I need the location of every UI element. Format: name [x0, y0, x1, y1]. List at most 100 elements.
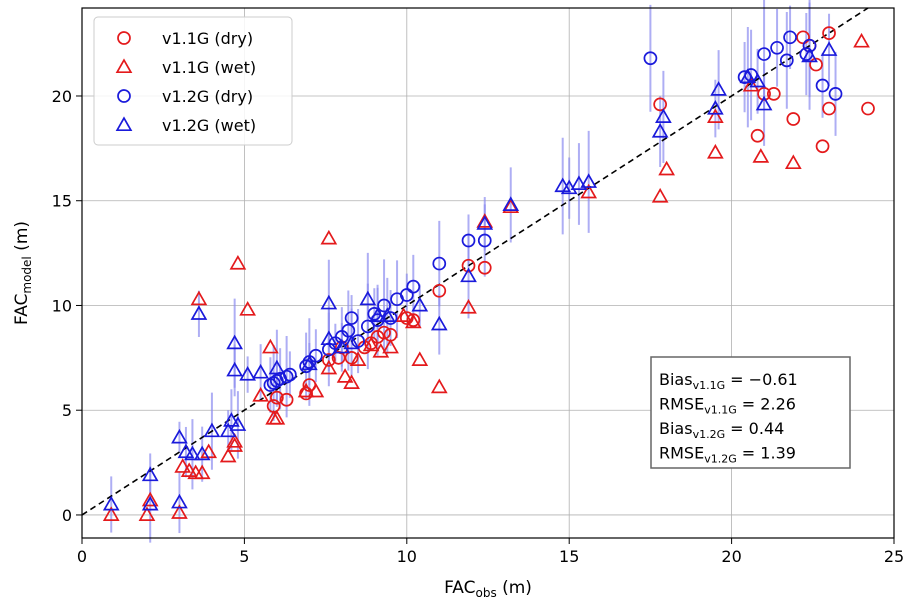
y-tick-label: 10	[52, 296, 72, 315]
point-v1-2g-wet	[580, 173, 598, 188]
point-v1-1g-dry	[477, 260, 492, 275]
point-v1-1g-wet	[307, 382, 325, 398]
point-v1-2g-wet	[190, 305, 208, 320]
legend-marker-v1-2g-wet	[115, 116, 133, 132]
point-v1-1g-wet	[262, 338, 279, 354]
point-v1-2g-dry	[783, 30, 797, 45]
point-v1-1g-wet	[382, 338, 399, 354]
point-v1-2g-wet	[655, 108, 672, 123]
point-v1-1g-dry	[822, 101, 836, 116]
point-v1-1g-wet	[320, 359, 338, 375]
point-v1-1g-wet	[411, 351, 429, 366]
point-v1-2g-dry	[341, 323, 356, 338]
point-v1-1g-dry	[796, 30, 810, 45]
point-v1-1g-wet	[268, 409, 286, 425]
point-v1-2g-wet	[651, 122, 669, 138]
point-v1-2g-wet	[706, 99, 724, 115]
point-v1-1g-wet	[252, 386, 270, 402]
point-v1-1g-dry	[461, 258, 476, 273]
point-v1-2g-dry	[309, 348, 323, 363]
x-tick-label: 15	[559, 547, 579, 566]
y-tick-label: 0	[62, 506, 72, 525]
x-tick-label: 10	[397, 547, 417, 566]
x-tick-label: 5	[239, 547, 249, 566]
point-v1-2g-wet	[460, 267, 477, 283]
y-axis-label: FACmodel (m)	[12, 221, 34, 325]
point-v1-2g-wet	[226, 361, 244, 377]
point-v1-2g-dry	[477, 233, 492, 248]
point-v1-1g-wet	[141, 491, 159, 507]
stat-line: Biasv1.2G = 0.44	[659, 419, 784, 441]
point-v1-2g-wet	[141, 495, 159, 511]
stat-line: RMSEv1.2G = 1.39	[659, 444, 796, 466]
point-v1-1g-dry	[377, 325, 391, 340]
point-v1-1g-wet	[297, 382, 315, 398]
point-v1-2g-dry	[399, 288, 414, 302]
point-v1-2g-wet	[359, 290, 377, 306]
point-v1-2g-dry	[815, 78, 830, 93]
point-v1-2g-wet	[343, 334, 360, 350]
point-v1-1g-wet	[362, 336, 380, 352]
point-v1-1g-wet	[658, 160, 676, 176]
point-v1-1g-dry	[757, 87, 771, 101]
point-v1-2g-dry	[279, 369, 294, 384]
point-v1-1g-wet	[706, 108, 724, 123]
point-v1-1g-dry	[432, 283, 447, 298]
point-v1-1g-wet	[853, 32, 870, 48]
point-v1-2g-dry	[360, 319, 375, 334]
point-v1-2g-wet	[223, 412, 240, 427]
point-v1-2g-wet	[411, 296, 429, 312]
axis-ticks: 0 5 10 15 20 25 0 5 10 15 20	[52, 87, 905, 566]
point-v1-2g-wet	[252, 363, 270, 379]
point-v1-2g-wet	[203, 422, 221, 438]
point-v1-1g-wet	[174, 458, 192, 473]
point-v1-1g-wet	[502, 198, 520, 214]
point-v1-2g-wet	[184, 445, 201, 461]
point-v1-2g-dry	[406, 279, 421, 294]
legend-box	[93, 16, 293, 146]
point-v1-1g-wet	[229, 254, 247, 270]
point-v1-1g-dry	[786, 112, 801, 126]
point-v1-1g-dry	[399, 311, 414, 325]
point-v1-2g-wet	[430, 315, 448, 331]
point-v1-1g-wet	[226, 437, 244, 452]
point-v1-2g-dry	[383, 311, 398, 325]
point-v1-2g-wet	[226, 334, 244, 350]
point-v1-1g-wet	[219, 447, 237, 463]
x-tick-label: 20	[721, 547, 741, 566]
point-v1-2g-wet	[476, 215, 494, 230]
point-v1-2g-dry	[432, 256, 447, 271]
point-v1-2g-wet	[502, 196, 520, 211]
point-v1-1g-wet	[138, 506, 156, 521]
legend-marker-v1-1g-dry	[117, 31, 131, 45]
point-v1-1g-wet	[404, 313, 422, 329]
point-v1-2g-wet	[171, 493, 188, 509]
x-axis-label: FACobs (m)	[444, 578, 532, 600]
point-v1-2g-wet	[239, 365, 257, 381]
point-v1-2g-wet	[801, 47, 818, 63]
point-v1-1g-wet	[706, 143, 724, 159]
data-points	[102, 26, 875, 521]
point-v1-2g-dry	[802, 38, 817, 53]
legend-label: v1.1G (dry)	[162, 29, 253, 48]
point-v1-1g-wet	[171, 504, 188, 519]
y-tick-label: 15	[52, 192, 72, 211]
legend-label: v1.2G (wet)	[162, 116, 256, 135]
point-v1-2g-wet	[102, 495, 120, 511]
y-tick-label: 5	[62, 401, 72, 420]
legend-label: v1.2G (dry)	[162, 87, 253, 106]
point-v1-2g-dry	[299, 359, 313, 374]
point-v1-2g-wet	[755, 95, 773, 111]
plot-frame	[81, 7, 895, 539]
point-v1-2g-dry	[283, 367, 297, 382]
point-v1-1g-dry	[809, 57, 823, 72]
x-tick-label: 25	[884, 547, 904, 566]
legend-marker-v1-1g-wet	[115, 58, 133, 74]
point-v1-1g-wet	[336, 368, 354, 383]
point-v1-2g-wet	[739, 68, 757, 84]
point-v1-1g-wet	[395, 307, 412, 322]
point-v1-1g-wet	[476, 213, 494, 228]
point-v1-1g-dry	[750, 128, 765, 143]
point-v1-1g-dry	[279, 392, 294, 407]
